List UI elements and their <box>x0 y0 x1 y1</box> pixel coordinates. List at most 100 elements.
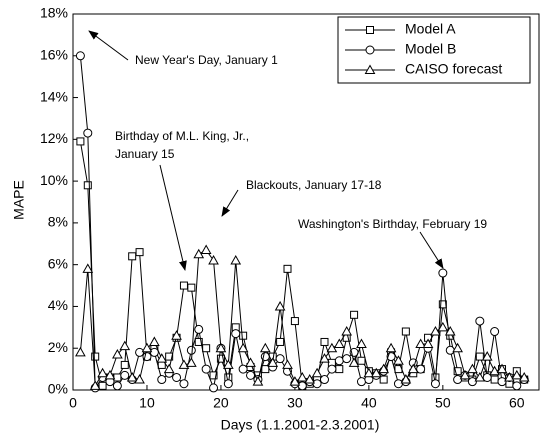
marker <box>134 374 145 384</box>
marker <box>231 329 241 339</box>
y-tick-label: 14% <box>40 88 68 104</box>
marker <box>230 254 242 265</box>
marker <box>459 369 471 380</box>
marker <box>179 379 189 389</box>
marker <box>401 327 410 336</box>
marker <box>89 380 101 390</box>
marker <box>445 345 455 355</box>
marker <box>356 338 367 349</box>
plot-frame <box>72 13 540 391</box>
y-tick-label: 16% <box>40 46 68 62</box>
marker <box>444 325 456 336</box>
marker <box>194 324 204 334</box>
marker <box>297 381 307 391</box>
marker <box>178 359 190 369</box>
y-tick-label: 4% <box>48 297 68 313</box>
x-tick-label: 50 <box>435 395 451 411</box>
marker <box>319 375 329 385</box>
marker <box>165 352 174 361</box>
marker <box>97 367 108 378</box>
marker <box>312 379 322 389</box>
marker <box>311 367 323 378</box>
marker <box>104 369 116 380</box>
marker <box>437 321 449 332</box>
marker <box>171 330 182 340</box>
marker <box>356 377 366 387</box>
marker <box>393 379 403 389</box>
marker <box>348 357 360 367</box>
marker <box>474 371 486 382</box>
annotation-arrow <box>419 231 444 269</box>
marker <box>496 363 508 374</box>
marker <box>179 281 188 290</box>
annotation: New Year's Day, January 1 <box>135 53 278 67</box>
marker <box>379 375 388 384</box>
marker <box>363 367 375 378</box>
marker <box>296 371 308 382</box>
annotation: Washington's Birthday, February 19 <box>298 217 487 231</box>
y-tick-label: 12% <box>40 130 68 146</box>
annotation-arrow <box>221 189 239 217</box>
marker <box>416 364 426 374</box>
marker <box>453 367 462 376</box>
x-tick-label: 0 <box>69 395 77 411</box>
marker <box>186 345 196 355</box>
marker <box>223 379 233 389</box>
legend-marker <box>366 26 374 34</box>
marker <box>83 128 93 138</box>
annotation: Birthday of M.L. King, Jr., <box>115 129 249 143</box>
marker <box>259 342 271 353</box>
marker <box>82 263 94 273</box>
marker <box>202 344 211 353</box>
marker <box>452 342 463 353</box>
marker <box>512 381 522 391</box>
marker <box>334 356 344 366</box>
marker <box>149 336 160 346</box>
legend-label: Model B <box>405 41 456 57</box>
marker <box>489 365 500 376</box>
y-tick-label: 2% <box>48 339 68 355</box>
marker <box>135 248 144 257</box>
y-tick-label: 6% <box>48 255 68 271</box>
marker <box>252 376 264 386</box>
marker <box>333 338 345 349</box>
marker <box>453 375 463 385</box>
marker <box>245 357 256 367</box>
marker <box>135 347 145 357</box>
marker <box>120 360 129 369</box>
marker <box>342 354 352 364</box>
marker <box>481 351 493 361</box>
marker <box>75 346 86 357</box>
marker <box>393 355 404 365</box>
marker <box>482 372 492 382</box>
marker <box>422 338 434 349</box>
marker <box>208 254 219 265</box>
series-line <box>79 249 525 388</box>
legend-marker <box>365 45 375 55</box>
marker <box>497 377 507 387</box>
annotation-arrow <box>159 164 187 271</box>
marker <box>246 370 256 380</box>
marker <box>126 371 138 382</box>
marker <box>341 325 353 336</box>
marker <box>415 338 427 349</box>
marker <box>222 359 234 369</box>
marker <box>120 370 130 380</box>
y-tick-label: 10% <box>40 172 68 188</box>
marker <box>83 181 92 190</box>
marker <box>274 300 286 311</box>
marker <box>209 383 219 393</box>
marker <box>385 342 397 353</box>
marker <box>511 369 523 380</box>
marker <box>378 363 390 374</box>
marker <box>149 347 159 357</box>
marker <box>475 316 485 326</box>
marker <box>267 357 279 367</box>
marker <box>91 352 100 361</box>
marker <box>237 342 249 353</box>
y-tick-label: 18% <box>40 5 68 21</box>
marker <box>215 342 227 353</box>
legend-label: Model A <box>405 21 456 37</box>
x-tick-label: 60 <box>509 395 525 411</box>
